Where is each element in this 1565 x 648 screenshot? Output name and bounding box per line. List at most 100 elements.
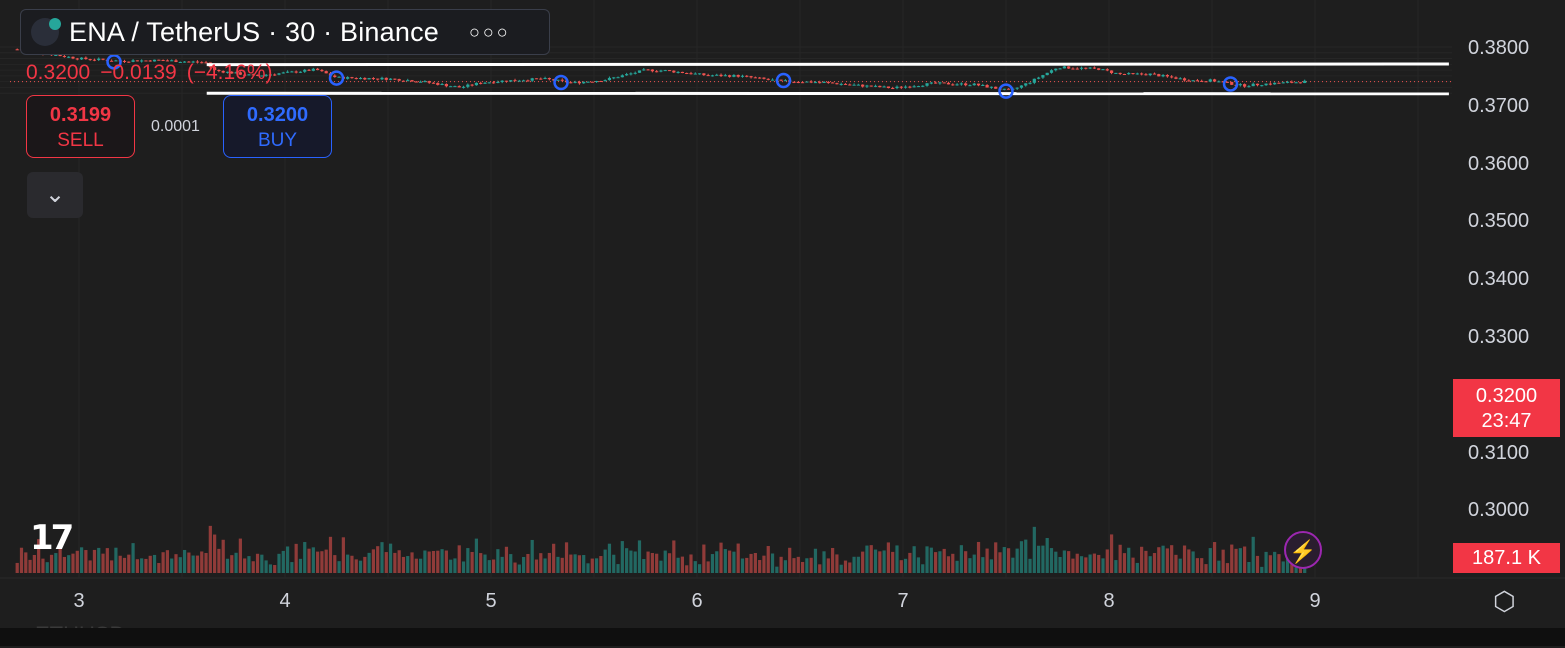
candle-body — [148, 60, 152, 62]
volume-bar — [15, 562, 19, 573]
volume-bar — [620, 541, 624, 573]
candle-body — [238, 72, 242, 75]
volume-bar — [457, 545, 461, 573]
buy-button[interactable]: 0.3200 BUY — [223, 95, 332, 158]
candle-body — [191, 61, 195, 63]
volume-bar — [899, 560, 903, 573]
candle-body — [165, 60, 170, 62]
volume-bar — [431, 550, 436, 573]
candle-body — [620, 75, 624, 78]
volume-bar — [110, 560, 114, 573]
candle-body — [140, 60, 144, 62]
y-tick-label: 0.3700 — [1468, 95, 1530, 117]
x-tick-label: 3 — [73, 590, 85, 612]
price-axis-area — [1452, 0, 1565, 578]
volume-bar — [487, 560, 491, 573]
price-change-line: 0.3200 −0.0139 (−4.16%) — [26, 61, 283, 85]
volume-bar — [496, 549, 500, 573]
volume-bar — [1200, 558, 1204, 573]
candle-body — [680, 71, 685, 73]
volume-bar — [367, 552, 371, 573]
candle-body — [659, 70, 663, 72]
candle-body — [388, 78, 393, 80]
volume-bar — [998, 552, 1002, 573]
volume-bar — [865, 545, 869, 573]
sell-button[interactable]: 0.3199 SELL — [26, 95, 135, 158]
volume-bar — [230, 555, 234, 573]
more-dots-icon[interactable]: ○○○ — [468, 21, 511, 42]
x-tick-label: 6 — [691, 590, 703, 612]
candle-body — [1097, 68, 1101, 70]
candle-body — [1178, 78, 1182, 80]
volume-bar — [298, 558, 303, 573]
candle-body — [1088, 67, 1092, 69]
volume-bar — [152, 554, 157, 573]
candle-body — [1101, 69, 1105, 71]
collapse-button[interactable]: ⌄ — [27, 172, 83, 218]
volume-bar — [1041, 545, 1045, 573]
volume-bar — [1221, 549, 1225, 573]
buy-price: 0.3200 — [246, 104, 309, 126]
candle-body — [406, 80, 410, 82]
volume-bar — [45, 562, 49, 573]
volume-bar — [826, 558, 830, 573]
volume-bar — [333, 555, 337, 573]
candle-body — [878, 85, 882, 88]
candle-body — [783, 80, 788, 82]
candle-body — [650, 69, 654, 72]
symbol-logo-icon — [31, 18, 61, 46]
volume-bar — [1204, 564, 1208, 573]
volume-bar — [715, 551, 719, 573]
volume-bar — [182, 549, 187, 573]
volume-bar — [852, 556, 856, 573]
volume-bar — [28, 559, 32, 573]
candle-body — [547, 78, 551, 80]
signal-marker — [775, 72, 792, 89]
volume-bar — [1101, 558, 1105, 573]
candle-body — [1131, 73, 1135, 75]
symbol-header[interactable]: ENA / TetherUS · 30 · Binance ○○○ — [20, 9, 550, 55]
candle-body — [157, 59, 161, 61]
candle-body — [942, 82, 946, 84]
volume-bar — [79, 547, 84, 573]
candle-body — [1174, 77, 1178, 79]
volume-bar — [981, 557, 985, 573]
volume-bar — [835, 554, 839, 573]
x-tick-label: 5 — [485, 590, 497, 612]
lightning-icon[interactable]: ⚡ — [1284, 531, 1322, 569]
volume-bar — [427, 551, 431, 573]
candle-body — [891, 88, 895, 90]
volume-bar — [67, 555, 71, 573]
tradingview-logo[interactable]: 17 — [30, 518, 74, 558]
candle-body — [213, 67, 217, 70]
candle-body — [976, 83, 981, 86]
candle-body — [144, 60, 148, 62]
candle-body — [740, 75, 745, 77]
candle-body — [869, 85, 873, 87]
candle-body — [586, 81, 590, 83]
candle-body — [225, 71, 230, 73]
volume-bar — [891, 551, 895, 573]
candle-body — [1084, 67, 1088, 69]
candle-body — [414, 81, 418, 83]
volume-bar — [346, 554, 350, 573]
candle-body — [397, 79, 401, 81]
volume-bar — [1234, 548, 1238, 573]
volume-bar — [1285, 552, 1290, 573]
last-price: 0.3200 — [26, 61, 91, 84]
volume-bar — [1247, 562, 1251, 573]
volume-bar — [371, 549, 376, 573]
volume-bar — [1079, 556, 1084, 573]
volume-bar — [912, 546, 916, 573]
volume-bar — [569, 554, 573, 573]
volume-bar — [809, 557, 813, 573]
volume-bar — [131, 543, 135, 573]
candle-body — [131, 60, 135, 62]
volume-bar — [740, 558, 745, 573]
candle-body — [530, 78, 534, 81]
settings-icon[interactable]: ⬡ — [1493, 586, 1516, 616]
volume-bar — [659, 560, 663, 573]
candle-body — [607, 77, 612, 81]
candle-body — [444, 83, 448, 87]
